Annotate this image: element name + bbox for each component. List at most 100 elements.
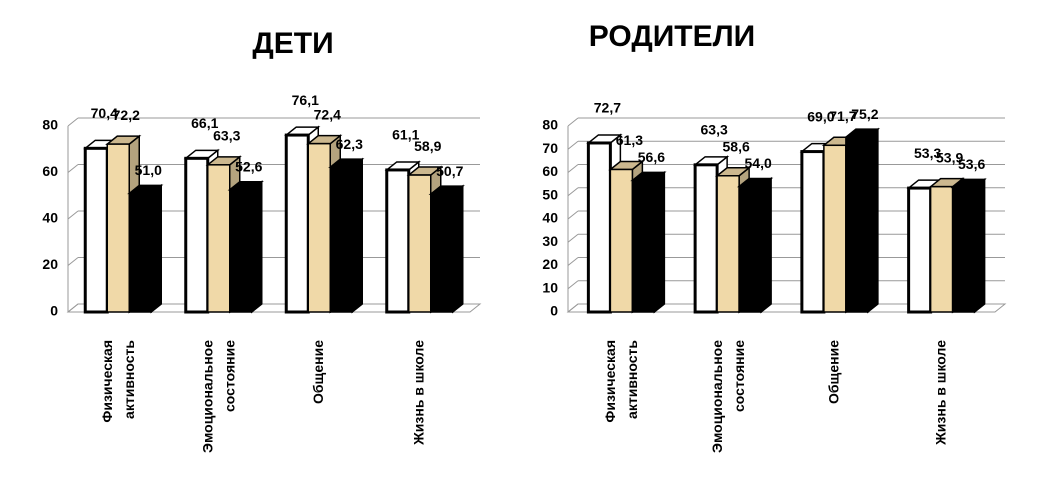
y-tick-label: 50 <box>542 186 558 202</box>
bar-front <box>823 144 847 313</box>
bar-front <box>738 185 762 313</box>
bar <box>843 127 881 314</box>
y-tick-label: 40 <box>542 210 558 226</box>
grid-line <box>567 257 579 266</box>
bar-front <box>929 185 954 313</box>
bar <box>127 183 164 314</box>
data-label: 66,1 <box>191 115 218 131</box>
y-tick-label: 10 <box>542 279 558 295</box>
data-label: 58,6 <box>723 138 750 154</box>
bar-front <box>800 150 826 314</box>
x-tick-label: Общение <box>826 340 842 404</box>
bar-front <box>951 186 976 313</box>
bar-side <box>973 177 986 314</box>
y-tick-label: 20 <box>542 256 558 272</box>
bar <box>227 180 264 314</box>
data-label: 75,2 <box>851 106 878 122</box>
data-label: 53,9 <box>936 149 963 165</box>
bar-front <box>907 186 933 314</box>
y-tick-label: 80 <box>542 117 558 133</box>
grid-line <box>567 164 579 173</box>
data-label: 62,3 <box>336 136 363 152</box>
bar-side <box>150 183 162 314</box>
grid-line <box>567 117 579 127</box>
bar-front <box>128 192 152 313</box>
bar-side <box>760 176 772 314</box>
data-label: 53,3 <box>914 145 941 161</box>
x-tick-label: Физическая <box>602 340 618 423</box>
grid-line <box>567 187 579 197</box>
bar-front <box>307 142 331 313</box>
grid-line <box>567 210 579 220</box>
grid-line <box>567 280 579 290</box>
x-tick-label: активность <box>624 340 640 419</box>
bar-front <box>184 156 210 314</box>
bar <box>736 176 774 314</box>
bar-front <box>845 136 869 313</box>
bar-front <box>106 143 130 313</box>
data-label: 69,0 <box>807 108 834 124</box>
x-tick-label: Физическая <box>99 340 115 423</box>
bar-side <box>251 180 263 314</box>
bar <box>428 184 465 314</box>
y-tick-label: 40 <box>42 210 58 226</box>
data-label: 63,3 <box>213 128 240 144</box>
bar-front <box>693 163 719 314</box>
x-tick-label: Общение <box>310 340 326 404</box>
grid-line <box>67 257 79 266</box>
data-label: 50,7 <box>436 163 463 179</box>
bar <box>630 170 667 314</box>
data-label: 72,7 <box>594 100 621 116</box>
data-label: 52,6 <box>235 158 262 174</box>
data-label: 71,7 <box>829 108 856 124</box>
x-tick-label: Жизнь в школе <box>410 340 426 446</box>
bar-front <box>586 141 612 314</box>
grid-line <box>567 233 579 243</box>
y-tick-label: 60 <box>542 163 558 179</box>
y-tick-label: 70 <box>542 140 558 156</box>
bar-front <box>284 133 310 314</box>
bar-front <box>609 168 634 313</box>
bar-side <box>351 157 363 314</box>
bar-side <box>867 127 879 314</box>
bar-front <box>716 175 740 313</box>
bar-side <box>653 170 666 314</box>
x-tick-label: состояние <box>731 340 747 412</box>
bar-front <box>408 174 432 313</box>
data-label: 72,2 <box>113 107 140 123</box>
grid-line <box>67 117 79 127</box>
bar-front <box>385 168 411 314</box>
data-label: 72,4 <box>314 106 341 122</box>
grid-line <box>567 303 579 313</box>
bar-front <box>631 179 656 313</box>
data-label: 51,0 <box>135 162 162 178</box>
bar-front <box>430 193 454 313</box>
data-label: 54,0 <box>745 155 772 171</box>
grid-line <box>567 140 579 150</box>
x-tick-label: Жизнь в школе <box>932 340 948 446</box>
data-label: 58,9 <box>414 138 441 154</box>
bar-front <box>83 146 109 314</box>
data-label: 61,1 <box>392 127 419 143</box>
x-tick-label: состояние <box>221 340 237 412</box>
bar-front <box>207 164 231 313</box>
y-tick-label: 30 <box>542 233 558 249</box>
bar-front <box>329 166 353 313</box>
y-tick-label: 0 <box>50 303 58 319</box>
grid-line <box>67 210 79 220</box>
bar <box>950 177 987 314</box>
bar-side <box>452 184 464 314</box>
chart-title: ДЕТИ <box>252 27 333 60</box>
data-label: 53,6 <box>958 156 985 172</box>
y-tick-label: 0 <box>550 303 558 319</box>
y-tick-label: 20 <box>42 256 58 272</box>
y-tick-label: 80 <box>42 117 58 133</box>
chart-title: РОДИТЕЛИ <box>589 20 755 53</box>
data-label: 70,4 <box>91 105 118 121</box>
data-label: 63,3 <box>701 122 728 138</box>
x-tick-label: Эмоциональное <box>709 340 725 453</box>
y-tick-label: 60 <box>42 163 58 179</box>
bar <box>328 157 365 314</box>
x-tick-label: активность <box>121 340 137 419</box>
data-label: 76,1 <box>292 92 319 108</box>
